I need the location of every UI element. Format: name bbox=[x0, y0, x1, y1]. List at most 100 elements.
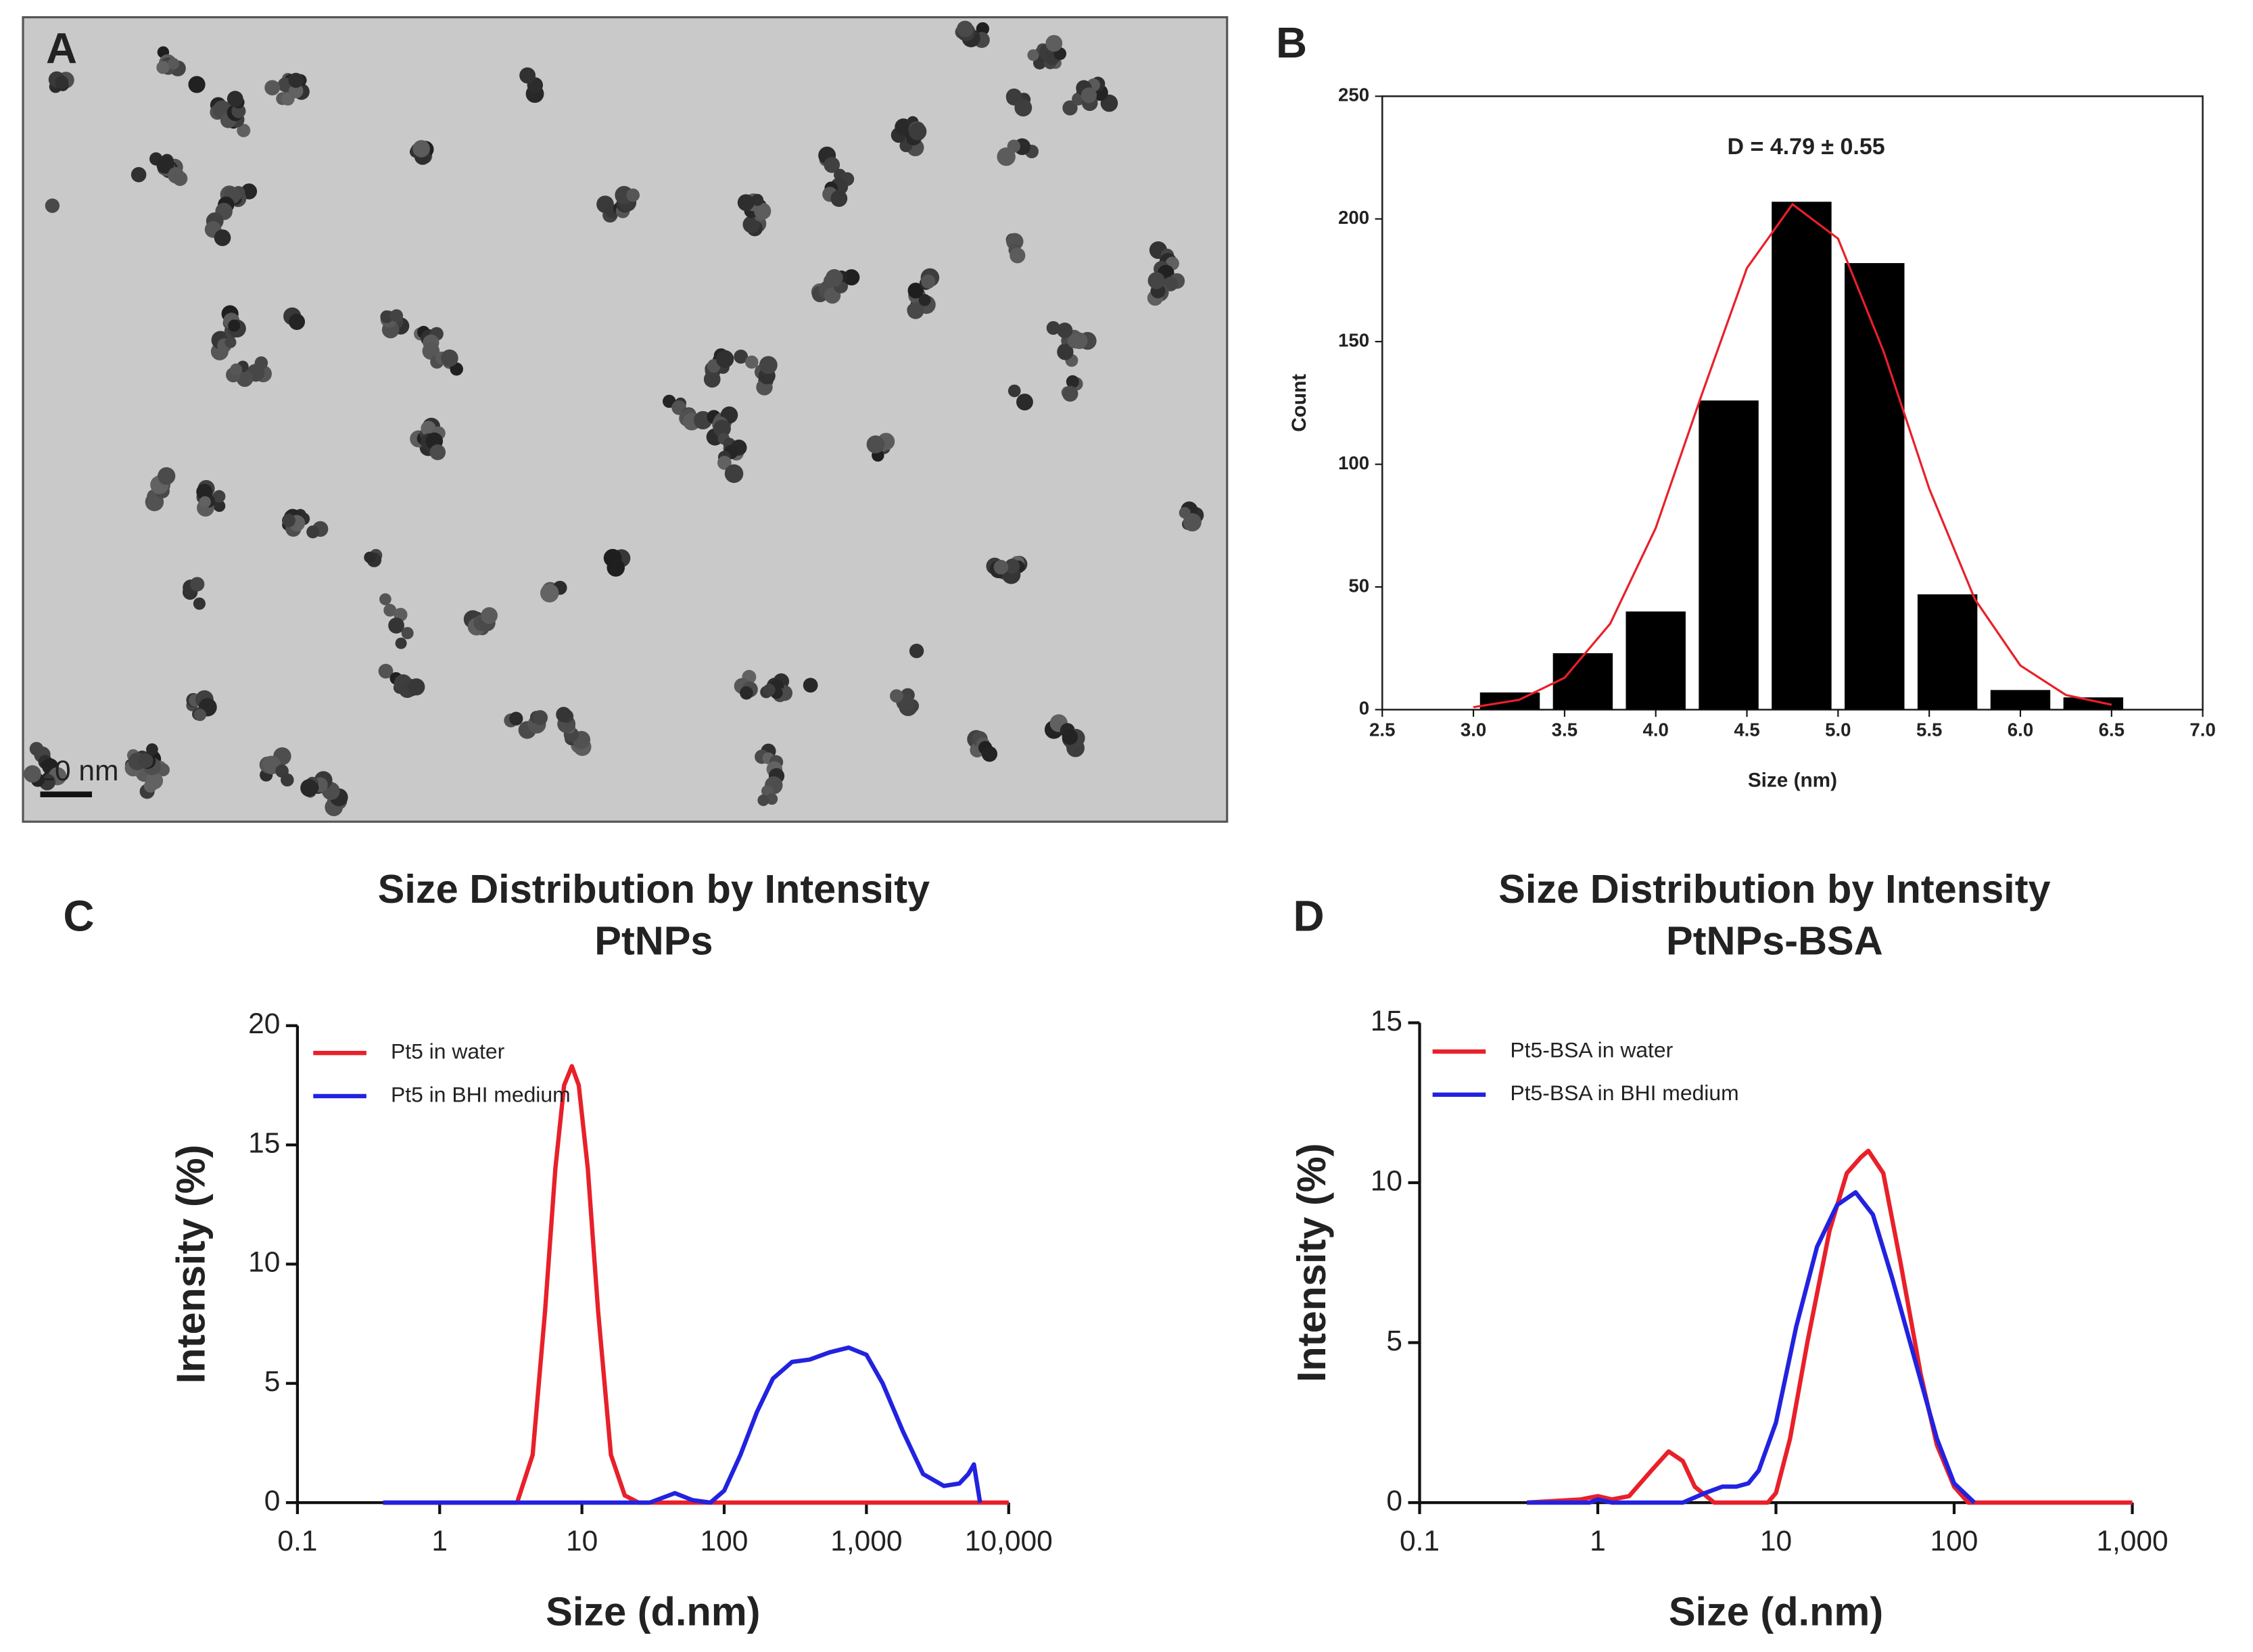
x-tick-label: 3.0 bbox=[1461, 719, 1486, 740]
legend-label: Pt5-BSA in BHI medium bbox=[1510, 1081, 1738, 1105]
particle bbox=[412, 140, 430, 158]
particle bbox=[1062, 385, 1078, 402]
particle bbox=[759, 356, 778, 375]
particle bbox=[866, 435, 885, 454]
particle bbox=[824, 157, 840, 173]
y-tick-label: 5 bbox=[264, 1366, 281, 1398]
panel-label: B bbox=[1276, 18, 1307, 67]
y-tick-label: 100 bbox=[1338, 452, 1369, 473]
x-tick-label: 10 bbox=[1760, 1526, 1792, 1557]
particle bbox=[803, 678, 818, 693]
y-tick-label: 10 bbox=[1371, 1165, 1402, 1197]
particle bbox=[264, 80, 281, 96]
particle bbox=[228, 319, 241, 332]
y-tick-label: 150 bbox=[1338, 329, 1369, 350]
particle bbox=[745, 355, 759, 369]
y-tick-label: 5 bbox=[1386, 1325, 1402, 1357]
particle bbox=[751, 193, 764, 206]
particle bbox=[703, 371, 721, 388]
particle bbox=[509, 711, 523, 726]
particle bbox=[227, 91, 243, 108]
particle bbox=[724, 464, 744, 483]
x-axis-label: Size (d.nm) bbox=[546, 1588, 760, 1634]
particle bbox=[1147, 272, 1165, 289]
scale-bar-label: 20 nm bbox=[39, 755, 118, 787]
particle bbox=[193, 597, 206, 610]
particle bbox=[281, 773, 294, 787]
data-line bbox=[383, 1345, 982, 1505]
particle bbox=[383, 603, 397, 617]
particle bbox=[715, 350, 734, 369]
particle bbox=[230, 363, 243, 376]
particle bbox=[607, 559, 625, 577]
particle bbox=[981, 746, 998, 762]
particle bbox=[556, 707, 571, 722]
particle bbox=[138, 753, 153, 768]
particle bbox=[1057, 344, 1074, 360]
fit-curve bbox=[1473, 203, 2112, 709]
chart-subtitle: PtNPs-BSA bbox=[1666, 918, 1883, 963]
particle bbox=[389, 309, 404, 323]
x-tick-label: 5.5 bbox=[1916, 719, 1942, 740]
x-tick-label: 6.0 bbox=[2008, 719, 2033, 740]
particle bbox=[921, 274, 936, 289]
particle bbox=[380, 310, 394, 323]
particle bbox=[429, 444, 446, 461]
particle bbox=[757, 794, 769, 807]
x-tick-label: 1,000 bbox=[2096, 1526, 2168, 1557]
particle bbox=[1010, 247, 1026, 264]
particle bbox=[907, 282, 924, 299]
bar bbox=[1917, 594, 1978, 710]
particle bbox=[214, 229, 231, 246]
particle bbox=[288, 313, 306, 330]
panel-label: A bbox=[46, 24, 77, 72]
y-axis-label: Intensity (%) bbox=[1289, 1143, 1334, 1383]
particle bbox=[189, 577, 205, 592]
particle bbox=[441, 349, 458, 367]
particle bbox=[540, 584, 559, 603]
particle bbox=[378, 663, 394, 679]
x-tick-label: 100 bbox=[701, 1526, 749, 1557]
particle bbox=[156, 61, 170, 74]
particle bbox=[993, 559, 1009, 575]
particle bbox=[231, 103, 246, 118]
particle bbox=[188, 76, 206, 93]
particle bbox=[1046, 321, 1060, 335]
particle bbox=[224, 336, 237, 348]
x-tick-label: 1 bbox=[1590, 1526, 1606, 1557]
legend-label: Pt5-BSA in water bbox=[1510, 1037, 1673, 1062]
annotation: D = 4.79 ± 0.55 bbox=[1728, 134, 1885, 160]
x-tick-label: 1,000 bbox=[830, 1526, 902, 1557]
chart-title: Size Distribution by Intensity bbox=[1498, 866, 2050, 912]
particle bbox=[740, 686, 753, 700]
x-tick-label: 10 bbox=[566, 1526, 598, 1557]
particle bbox=[1027, 49, 1039, 62]
bar bbox=[1772, 202, 1832, 710]
particle bbox=[282, 513, 295, 527]
particle bbox=[918, 293, 931, 306]
particle bbox=[734, 350, 749, 364]
particle bbox=[156, 156, 174, 174]
particle bbox=[379, 593, 392, 605]
chart-subtitle: PtNPs bbox=[594, 918, 713, 963]
particle bbox=[907, 302, 924, 319]
bar bbox=[2063, 697, 2124, 710]
x-axis-label: Size (d.nm) bbox=[1669, 1588, 1883, 1634]
particle bbox=[1067, 333, 1083, 349]
legend-label: Pt5 in BHI medium bbox=[391, 1082, 571, 1106]
particle bbox=[1183, 513, 1202, 532]
data-line bbox=[1527, 1190, 1976, 1505]
x-tick-label: 10,000 bbox=[965, 1526, 1053, 1557]
panel-label: D bbox=[1294, 891, 1325, 940]
particle bbox=[519, 67, 536, 84]
particle bbox=[1016, 394, 1033, 410]
y-tick-label: 250 bbox=[1338, 85, 1369, 105]
particle bbox=[289, 83, 304, 99]
tem-image bbox=[22, 16, 1229, 823]
particle bbox=[172, 170, 188, 187]
y-axis-label: Count bbox=[1288, 374, 1310, 432]
y-tick-label: 15 bbox=[248, 1127, 280, 1159]
bar bbox=[1699, 400, 1759, 710]
